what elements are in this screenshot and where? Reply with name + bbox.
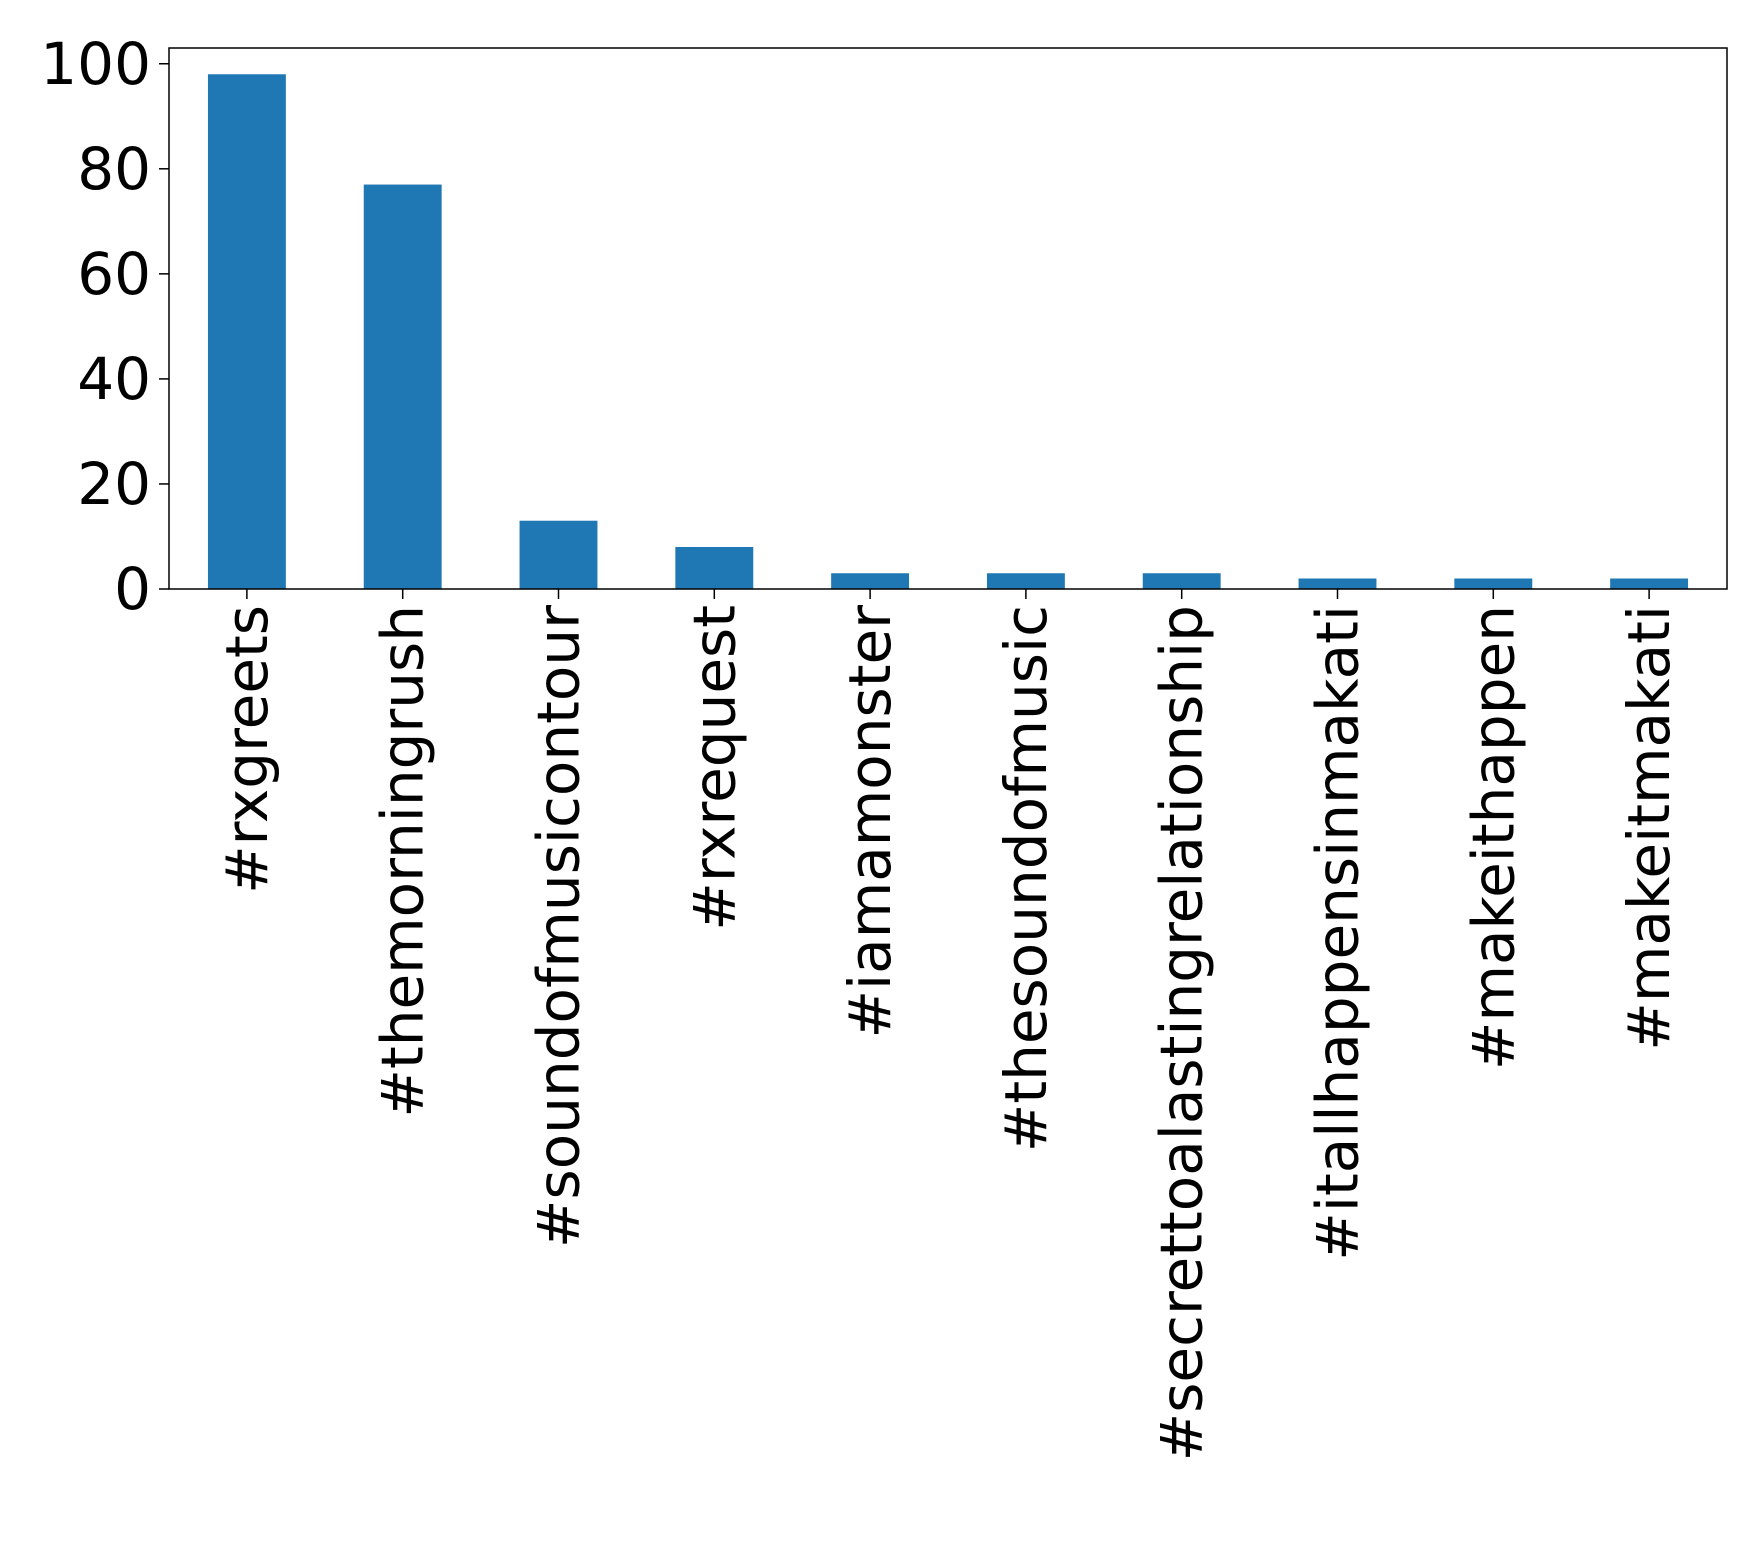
- bar-0: [207, 74, 286, 589]
- bar-2: [519, 520, 598, 589]
- axes-layer: [168, 47, 1728, 590]
- bar-7: [1298, 578, 1377, 589]
- bar-5: [986, 573, 1065, 589]
- bar-8: [1454, 578, 1533, 589]
- bar-3: [675, 546, 754, 589]
- x-tick-label-2: #soundofmusicontour: [525, 605, 593, 1248]
- y-tick-label-5: 100: [40, 30, 151, 98]
- x-tick-label-0: #rxgreets: [213, 605, 281, 894]
- bar-4: [831, 573, 910, 589]
- y-axis-ticks: 0 20 40 60 80 100: [40, 30, 169, 623]
- bars-layer: [207, 74, 1689, 589]
- bar-9: [1610, 578, 1689, 589]
- x-tick-label-7: #itallhappensinmakati: [1304, 605, 1372, 1261]
- bar-6: [1142, 573, 1221, 589]
- y-tick-label-2: 40: [77, 345, 151, 413]
- plot-frame: [168, 47, 1728, 590]
- y-tick-label-0: 0: [114, 555, 151, 623]
- x-tick-label-9: #makeitmakati: [1615, 605, 1683, 1051]
- y-tick-label-3: 60: [77, 240, 151, 308]
- x-axis-ticks: #rxgreets #themorningrush #soundofmusicont…: [213, 589, 1683, 1461]
- x-tick-label-1: #themorningrush: [369, 605, 437, 1118]
- x-tick-label-6: #secrettoalastingrelationship: [1148, 605, 1216, 1461]
- y-tick-label-4: 80: [77, 135, 151, 203]
- bar-1: [363, 184, 442, 589]
- x-tick-label-8: #makeithappen: [1459, 605, 1527, 1070]
- x-tick-label-5: #thesoundofmusic: [992, 605, 1060, 1152]
- y-tick-label-1: 20: [77, 450, 151, 518]
- x-tick-label-3: #rxrequest: [680, 605, 748, 931]
- x-tick-label-4: #iamamonster: [836, 605, 904, 1039]
